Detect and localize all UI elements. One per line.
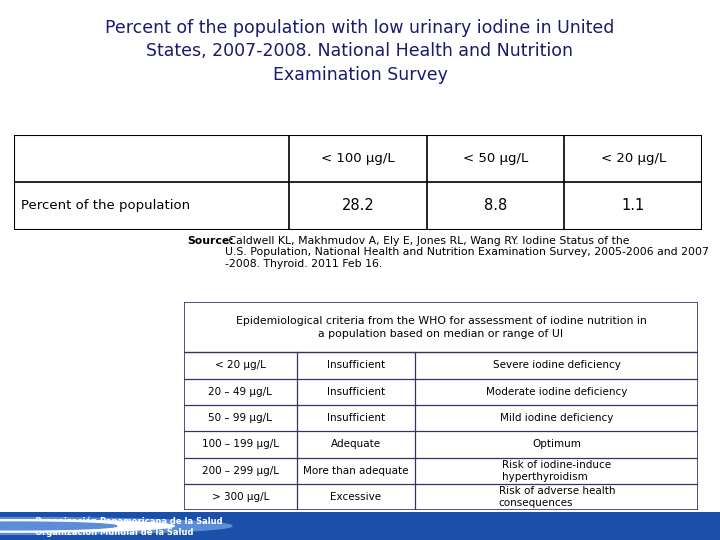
Text: 1.1: 1.1 xyxy=(621,198,645,213)
Text: Excessive: Excessive xyxy=(330,492,382,502)
Text: Severe iodine deficiency: Severe iodine deficiency xyxy=(493,361,621,370)
Text: Mild iodine deficiency: Mild iodine deficiency xyxy=(500,413,613,423)
Circle shape xyxy=(0,522,117,530)
Text: Insufficient: Insufficient xyxy=(327,361,385,370)
Text: > 300 μg/L: > 300 μg/L xyxy=(212,492,269,502)
Text: Insufficient: Insufficient xyxy=(327,413,385,423)
Text: Optimum: Optimum xyxy=(532,440,581,449)
Circle shape xyxy=(0,520,174,532)
Text: Percent of the population with low urinary iodine in United
States, 2007-2008. N: Percent of the population with low urina… xyxy=(105,19,615,84)
Text: < 20 μg/L: < 20 μg/L xyxy=(600,152,666,165)
Text: Adequate: Adequate xyxy=(331,440,381,449)
Text: < 50 μg/L: < 50 μg/L xyxy=(463,152,528,165)
Text: 20 – 49 μg/L: 20 – 49 μg/L xyxy=(208,387,272,397)
Text: Risk of adverse health
consequences: Risk of adverse health consequences xyxy=(498,487,615,508)
Text: Percent of the population: Percent of the population xyxy=(22,199,190,212)
Text: More than adequate: More than adequate xyxy=(303,466,409,476)
Text: 200 – 299 μg/L: 200 – 299 μg/L xyxy=(202,466,279,476)
FancyBboxPatch shape xyxy=(0,512,720,540)
Text: 8.8: 8.8 xyxy=(484,198,508,213)
Text: Caldwell KL, Makhmudov A, Ely E, Jones RL, Wang RY. Iodine Status of the
U.S. Po: Caldwell KL, Makhmudov A, Ely E, Jones R… xyxy=(225,235,708,269)
Text: Insufficient: Insufficient xyxy=(327,387,385,397)
Text: Source:: Source: xyxy=(187,235,234,246)
Text: Organización Panamericana de la Salud: Organización Panamericana de la Salud xyxy=(35,516,222,525)
Text: Epidemiological criteria from the WHO for assessment of iodine nutrition in
a po: Epidemiological criteria from the WHO fo… xyxy=(235,316,647,339)
Text: < 20 μg/L: < 20 μg/L xyxy=(215,361,266,370)
Text: 50 – 99 μg/L: 50 – 99 μg/L xyxy=(208,413,272,423)
Text: 28.2: 28.2 xyxy=(342,198,374,213)
Text: Moderate iodine deficiency: Moderate iodine deficiency xyxy=(486,387,628,397)
Text: 100 – 199 μg/L: 100 – 199 μg/L xyxy=(202,440,279,449)
Text: Organización Mundial de la Salud: Organización Mundial de la Salud xyxy=(35,528,193,537)
Circle shape xyxy=(0,517,232,535)
Text: Risk of iodine-induce
hyperthyroidism: Risk of iodine-induce hyperthyroidism xyxy=(503,460,611,482)
Text: < 100 μg/L: < 100 μg/L xyxy=(321,152,395,165)
